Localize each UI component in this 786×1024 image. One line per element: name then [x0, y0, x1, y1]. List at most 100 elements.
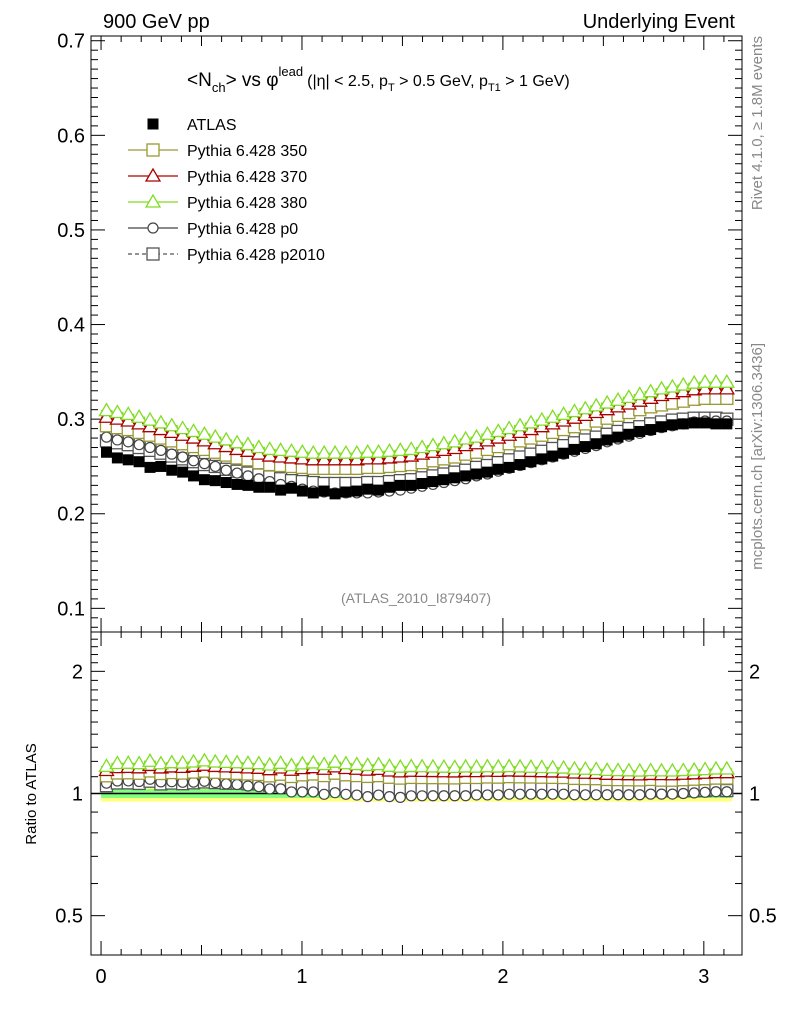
- data-point: [481, 466, 493, 478]
- ratio-point: [403, 758, 420, 773]
- data-point: [198, 458, 211, 470]
- ratio-point: [152, 755, 170, 770]
- data-point: [326, 444, 344, 459]
- legend-label: ATLAS: [187, 117, 237, 134]
- ratio-point: [218, 754, 235, 769]
- data-point: [163, 417, 180, 432]
- ratio-point: [631, 762, 648, 777]
- legend-marker: [147, 222, 159, 234]
- ratio-point: [185, 753, 202, 768]
- ratio-point: [272, 755, 289, 769]
- legend-marker: [146, 247, 160, 261]
- ratio-point: [577, 760, 594, 775]
- chart-title: <Nch> vs φlead(|η| < 2.5, pT > 0.5 GeV, …: [187, 64, 570, 95]
- data-point: [220, 477, 232, 489]
- title-vs: > vs φ: [226, 70, 279, 91]
- ratio-point: [109, 755, 126, 770]
- data-point: [133, 439, 145, 451]
- main-y-tick-label: 0.6: [57, 125, 85, 147]
- data-point: [198, 474, 210, 486]
- ratio-point: [590, 789, 602, 801]
- data-point: [209, 475, 221, 487]
- ratio-point: [547, 788, 559, 800]
- data-point: [111, 434, 123, 446]
- ratio-point: [174, 754, 191, 769]
- main-y-tick-label: 0.2: [57, 504, 85, 526]
- data-point: [394, 479, 406, 491]
- ratio-point: [642, 762, 659, 777]
- ratio-point: [525, 788, 537, 800]
- ratio-point: [198, 775, 211, 787]
- ratio-point: [511, 758, 529, 773]
- ratio-point: [209, 776, 221, 789]
- data-point: [536, 453, 548, 465]
- ratio-point: [501, 758, 518, 773]
- data-point: [122, 436, 134, 448]
- data-point: [242, 479, 254, 491]
- data-point: [264, 481, 276, 493]
- ratio-point: [435, 758, 452, 773]
- data-point: [568, 443, 580, 455]
- data-point: [675, 376, 692, 391]
- data-point: [337, 444, 355, 459]
- ratio-point: [394, 791, 406, 803]
- main-y-tick-label: 0.7: [57, 31, 85, 53]
- ratio-point: [392, 758, 409, 773]
- ratio-point: [710, 786, 722, 798]
- data-point: [686, 374, 703, 389]
- ratio-point: [242, 780, 254, 792]
- data-point: [253, 481, 265, 493]
- ratio-point: [675, 762, 692, 777]
- data-point: [141, 411, 159, 426]
- ratio-point: [372, 789, 385, 801]
- data-point: [100, 446, 112, 458]
- legend-marker: [147, 118, 159, 130]
- ratio-point: [544, 759, 561, 774]
- data-point: [601, 434, 613, 446]
- data-point: [100, 431, 113, 443]
- data-point: [120, 406, 137, 421]
- ratio-point: [696, 761, 714, 776]
- data-point: [166, 464, 178, 476]
- main-y-tick-label: 0.4: [57, 315, 85, 337]
- title-cuts-a-sub: T: [388, 82, 395, 94]
- data-point: [220, 464, 232, 476]
- data-point: [547, 450, 559, 462]
- legend-label: Pythia 6.428 380: [187, 195, 307, 212]
- data-point: [188, 470, 200, 482]
- data-point: [155, 444, 167, 456]
- ratio-point: [457, 758, 474, 773]
- data-point: [351, 485, 363, 497]
- ratio-y-tick-label-right: 1: [749, 784, 760, 806]
- x-tick-label: 3: [698, 966, 709, 988]
- ratio-point: [348, 756, 365, 771]
- ratio-point: [536, 788, 548, 800]
- data-point: [111, 452, 123, 464]
- data-point: [209, 460, 221, 473]
- data-point: [710, 418, 722, 430]
- ratio-point: [296, 786, 308, 798]
- mcplots-label: mcplots.cern.ch [arXiv:1306.3436]: [749, 343, 766, 570]
- ratio-point: [351, 789, 363, 801]
- data-point: [242, 470, 254, 482]
- data-point: [718, 373, 735, 388]
- ratio-point: [479, 758, 496, 773]
- ratio-point: [196, 752, 213, 767]
- data-point: [239, 436, 257, 451]
- data-point: [699, 417, 711, 429]
- ratio-point: [381, 758, 398, 772]
- ratio-point: [120, 755, 137, 769]
- data-point: [261, 441, 278, 456]
- data-point: [144, 441, 156, 454]
- data-point: [645, 424, 657, 436]
- data-point: [424, 437, 442, 452]
- x-tick-label: 2: [497, 966, 508, 988]
- legend-label: Pythia 6.428 370: [187, 169, 307, 186]
- title-cuts-b: > 0.5 GeV, p: [395, 73, 488, 90]
- ratio-point: [664, 762, 681, 777]
- title-cuts-c: > 1 GeV): [501, 73, 570, 90]
- data-point: [177, 466, 189, 478]
- ratio-point: [490, 758, 507, 773]
- data-point: [187, 455, 200, 467]
